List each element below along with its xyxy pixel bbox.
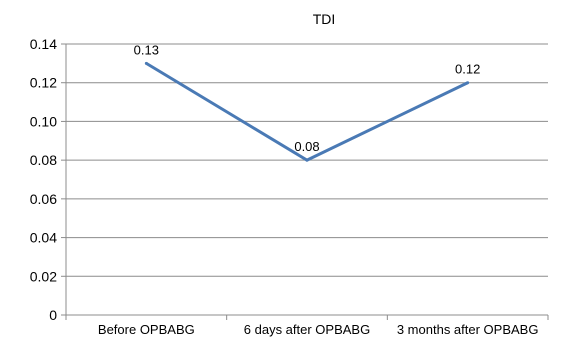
grid-lines — [66, 43, 548, 277]
y-tick-label: 0.08 — [30, 152, 57, 168]
data-label: 0.12 — [455, 62, 480, 77]
x-tick-label: 3 months after OPBABG — [397, 322, 539, 337]
x-tick-label: Before OPBABG — [98, 322, 195, 337]
data-point — [466, 81, 470, 85]
y-tick-label: 0 — [49, 307, 57, 323]
data-labels: 0.13 0.08 0.12 — [134, 42, 481, 154]
y-tick-label: 0.10 — [30, 113, 57, 129]
series — [144, 61, 470, 162]
x-tick-label: 6 days after OPBABG — [244, 322, 370, 337]
y-tick-label: 0.14 — [30, 36, 57, 52]
x-tick-labels: Before OPBABG 6 days after OPBABG 3 months… — [98, 322, 539, 337]
data-label: 0.08 — [294, 139, 319, 154]
y-tick-labels: 0 0.02 0.04 0.06 0.08 0.10 0.12 0.14 — [30, 36, 57, 323]
y-tick-label: 0.02 — [30, 268, 57, 284]
y-tick-label: 0.04 — [30, 230, 57, 246]
chart-title: TDI — [313, 11, 336, 27]
data-label: 0.13 — [134, 42, 159, 57]
y-tick-label: 0.12 — [30, 75, 57, 91]
y-tick-label: 0.06 — [30, 191, 57, 207]
data-point — [144, 61, 148, 65]
axes — [61, 43, 549, 320]
data-point — [305, 158, 309, 162]
